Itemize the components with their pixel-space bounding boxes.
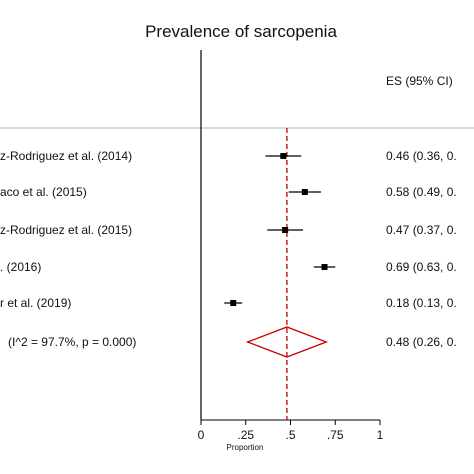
x-tick-label: .75 — [327, 428, 344, 442]
study-point — [301, 189, 308, 195]
study-point — [280, 153, 287, 159]
study-point — [230, 300, 237, 306]
study-es-ci: 0.18 (0.13, 0. — [386, 296, 457, 310]
plot-layer: 0 .25 .5 .75 1 z-Rodriguez et al. (2014) 0.46 … — [0, 128, 457, 442]
study-point — [282, 227, 289, 233]
study-es-ci: 0.47 (0.37, 0. — [386, 223, 457, 237]
x-tick-label: .5 — [285, 428, 295, 442]
overall-es-ci: 0.48 (0.26, 0. — [386, 335, 457, 349]
x-axis-label: Proportion — [227, 443, 264, 452]
study-label: r et al. (2019) — [0, 296, 71, 310]
chart-title: Prevalence of sarcopenia — [145, 22, 337, 41]
x-tick-label: .25 — [237, 428, 254, 442]
study-es-ci: 0.58 (0.49, 0. — [386, 185, 457, 199]
study-es-ci: 0.46 (0.36, 0. — [386, 149, 457, 163]
study-label: z-Rodriguez et al. (2015) — [0, 223, 132, 237]
x-tick-label: 0 — [198, 428, 205, 442]
study-label: aco et al. (2015) — [0, 185, 87, 199]
es-column-header: ES (95% CI) — [386, 74, 453, 88]
x-tick-label: 1 — [377, 428, 384, 442]
study-es-ci: 0.69 (0.63, 0. — [386, 260, 457, 274]
study-label: . (2016) — [0, 260, 41, 274]
study-point — [321, 264, 328, 270]
overall-heterogeneity-label: (I^2 = 97.7%, p = 0.000) — [8, 335, 136, 349]
overall-diamond — [245, 326, 329, 358]
study-label: z-Rodriguez et al. (2014) — [0, 149, 132, 163]
